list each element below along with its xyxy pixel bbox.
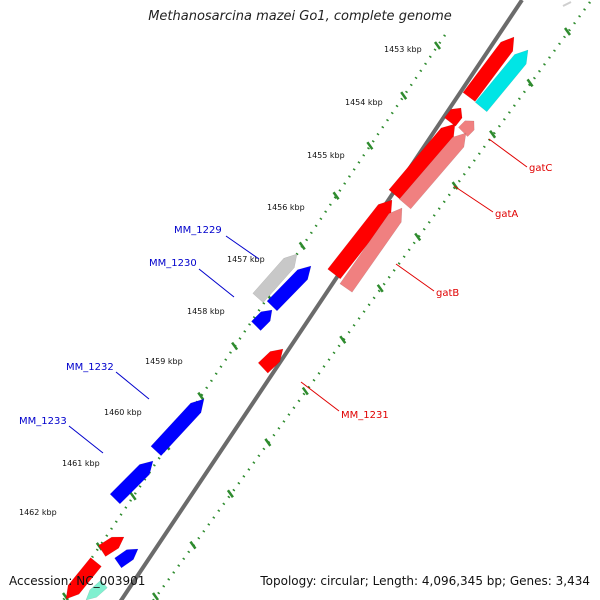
inner-tick-track (61, 34, 447, 600)
gene-label-leader (115, 371, 150, 400)
inner-major-tick (298, 241, 306, 251)
outer-major-tick (414, 232, 422, 242)
scale-label: 1458 kbp (187, 307, 225, 316)
edge-fragment (562, 1, 572, 7)
inner-major-tick (231, 341, 239, 351)
gene-gatC[interactable] (444, 107, 463, 127)
gene-label-leader (453, 185, 494, 213)
gene-gatA-pale[interactable] (398, 132, 467, 210)
gene-label-leader (395, 263, 435, 292)
inner-major-tick (400, 91, 408, 100)
gene-bottom-teal[interactable] (85, 579, 108, 600)
scale-label: 1457 kbp (227, 255, 265, 264)
gene-MM_1231[interactable] (257, 348, 284, 374)
accession-text: Accession: NC_003901 (9, 574, 146, 588)
page-title: Methanosarcina mazei Go1, complete genom… (148, 9, 452, 24)
outer-major-tick (339, 335, 347, 344)
inner-major-tick (61, 592, 70, 600)
gene-lower-red[interactable] (98, 536, 125, 557)
gene-label[interactable]: MM_1231 (341, 410, 389, 421)
gene-label-leader (225, 235, 260, 260)
outer-major-tick (301, 386, 309, 396)
outer-major-tick (151, 592, 160, 600)
gene-gatA[interactable] (388, 123, 456, 201)
gene-gatB[interactable] (327, 199, 393, 280)
outer-major-tick (376, 284, 384, 293)
gene-label[interactable]: gatC (529, 163, 552, 174)
gene-label-leader (198, 268, 235, 298)
gene-MM_1229[interactable] (252, 253, 298, 303)
inner-major-tick (433, 41, 442, 50)
gene-gatC-pale[interactable] (458, 120, 475, 137)
scale-label: 1456 kbp (267, 203, 305, 212)
outer-major-tick (489, 130, 497, 139)
gene-label-leader (68, 425, 104, 454)
gene-label[interactable]: MM_1230 (149, 258, 197, 269)
scale-label: 1462 kbp (19, 508, 57, 517)
outer-major-tick (226, 489, 234, 498)
gene-label[interactable]: MM_1233 (19, 416, 67, 427)
gene-label-leader (300, 381, 340, 412)
gene-gatB-pale[interactable] (339, 207, 403, 293)
gene-MM_1232[interactable] (150, 398, 205, 457)
inner-major-tick (197, 391, 205, 401)
inner-major-tick (332, 191, 340, 200)
outer-major-tick (189, 540, 197, 550)
gene-bottom-red[interactable] (65, 557, 102, 600)
topology-text: Topology: circular; Length: 4,096,345 bp… (260, 574, 590, 588)
outer-major-tick (264, 438, 272, 447)
scale-label: 1461 kbp (62, 459, 100, 468)
scale-label: 1459 kbp (145, 357, 183, 366)
inner-major-tick (129, 492, 137, 501)
inner-major-tick (366, 141, 374, 150)
scale-label: 1460 kbp (104, 408, 142, 417)
scale-label: 1453 kbp (384, 45, 422, 54)
gene-label[interactable]: MM_1232 (66, 362, 114, 373)
gene-MM_1230-small[interactable] (251, 309, 273, 331)
outer-major-tick (526, 78, 534, 88)
genome-backbone (118, 0, 524, 600)
gene-gatC-upstream[interactable] (462, 36, 515, 102)
gene-cyan[interactable] (474, 49, 529, 113)
gene-label[interactable]: gatA (495, 209, 518, 220)
scale-label: 1454 kbp (345, 98, 383, 107)
gene-label[interactable]: MM_1229 (174, 225, 222, 236)
gene-MM_1233[interactable] (109, 460, 154, 505)
gene-MM_1230[interactable] (266, 265, 312, 312)
outer-major-tick (563, 27, 572, 36)
outer-tick-track (152, 1, 592, 600)
scale-label: 1455 kbp (307, 151, 345, 160)
gene-lower-blue[interactable] (114, 548, 139, 569)
gene-label-leader (488, 138, 528, 168)
gene-label[interactable]: gatB (436, 288, 459, 299)
